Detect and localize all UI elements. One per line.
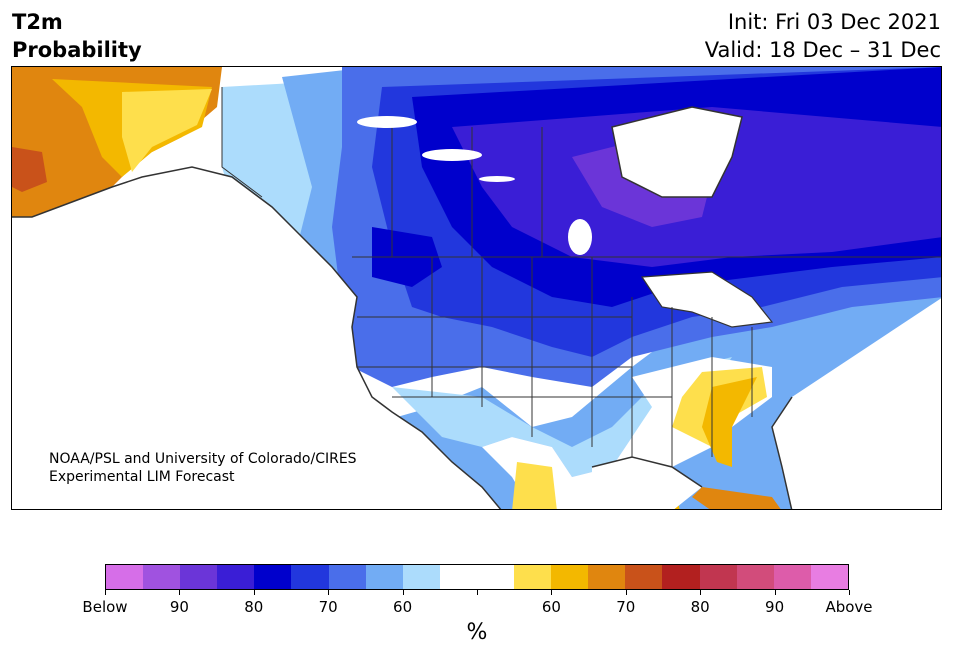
west-blue [262, 67, 941, 509]
colorbar [105, 564, 849, 590]
great-bear-lake [357, 116, 417, 128]
hudson-bay [612, 107, 742, 197]
colorbar-tick [477, 590, 478, 595]
title-line-1: T2m [12, 10, 63, 34]
credit-text: NOAA/PSL and University of Colorado/CIRE… [49, 450, 357, 486]
credit-line-2: Experimental LIM Forecast [49, 469, 235, 485]
colorbar-tick-label: Above [825, 598, 873, 616]
colorbar-tick [849, 590, 850, 595]
colorbar-swatch [514, 565, 552, 589]
valid-range: Valid: 18 Dec – 31 Dec [704, 38, 941, 62]
atlantic-ocean [772, 298, 941, 509]
colorbar-tick [253, 590, 255, 595]
colorbar-tick-label: Below [82, 598, 128, 616]
colorbar-tick-label: 60 [541, 598, 561, 616]
cuba-orange [692, 487, 781, 509]
colorbar-swatch [699, 565, 737, 589]
colorbar-swatch [106, 565, 144, 589]
gulf-of-mexico [592, 457, 702, 509]
colorbar-swatch [217, 565, 255, 589]
colorbar-tick [328, 590, 330, 595]
colorbar-swatch [588, 565, 626, 589]
colorbar-tick-label: 80 [690, 598, 710, 616]
colorbar-tick [402, 590, 404, 595]
alaska-dark [12, 147, 47, 192]
init-date: Init: Fri 03 Dec 2021 [727, 10, 941, 34]
colorbar-swatch [254, 565, 292, 589]
colorbar-ticks [105, 590, 850, 596]
colorbar-swatch [625, 565, 663, 589]
map-title: T2m Probability [12, 8, 142, 64]
colorbar-swatch [551, 565, 589, 589]
colorbar-swatch [143, 565, 181, 589]
colorbar-tick [625, 590, 627, 595]
colorbar-tick [700, 590, 702, 595]
borders [12, 87, 941, 509]
colorbar-swatch [736, 565, 774, 589]
map-canvas [12, 67, 941, 509]
colorbar-tick [105, 590, 106, 595]
colorbar-swatch [180, 565, 218, 589]
colorbar-tick [774, 590, 776, 595]
great-lakes [642, 272, 772, 327]
forecast-map [11, 66, 942, 510]
colorbar-swatch [402, 565, 440, 589]
colorbar-unit: % [466, 620, 488, 645]
colorbar-swatch [476, 565, 515, 589]
great-slave-lake [422, 149, 482, 161]
forecast-dates: Init: Fri 03 Dec 2021 Valid: 18 Dec – 31… [705, 8, 941, 64]
lake-winnipeg [568, 219, 592, 255]
colorbar-tick [551, 590, 553, 595]
florida-orange [702, 377, 757, 467]
colorbar-tick-label: 60 [393, 598, 413, 616]
colorbar-tick-label: 90 [765, 598, 785, 616]
colorbar-tick-label: 90 [169, 598, 189, 616]
colorbar-swatch [328, 565, 366, 589]
colorbar-tick [179, 590, 181, 595]
colorbar-tick-label: 80 [244, 598, 264, 616]
colorbar-swatch [810, 565, 848, 589]
credit-line-1: NOAA/PSL and University of Colorado/CIRE… [49, 451, 357, 467]
colorbar-tick-label: 70 [318, 598, 338, 616]
colorbar-swatch [365, 565, 403, 589]
lake-athabasca [479, 176, 515, 182]
colorbar-swatch [662, 565, 700, 589]
pacific-ocean [12, 167, 501, 509]
title-line-2: Probability [12, 38, 142, 62]
colorbar-swatch [439, 565, 477, 589]
alaska-light-yellow [122, 89, 212, 172]
colorbar-swatch [773, 565, 811, 589]
mexico-yellow [512, 462, 557, 509]
colorbar-tick-label: 70 [616, 598, 636, 616]
colorbar-swatch [291, 565, 329, 589]
